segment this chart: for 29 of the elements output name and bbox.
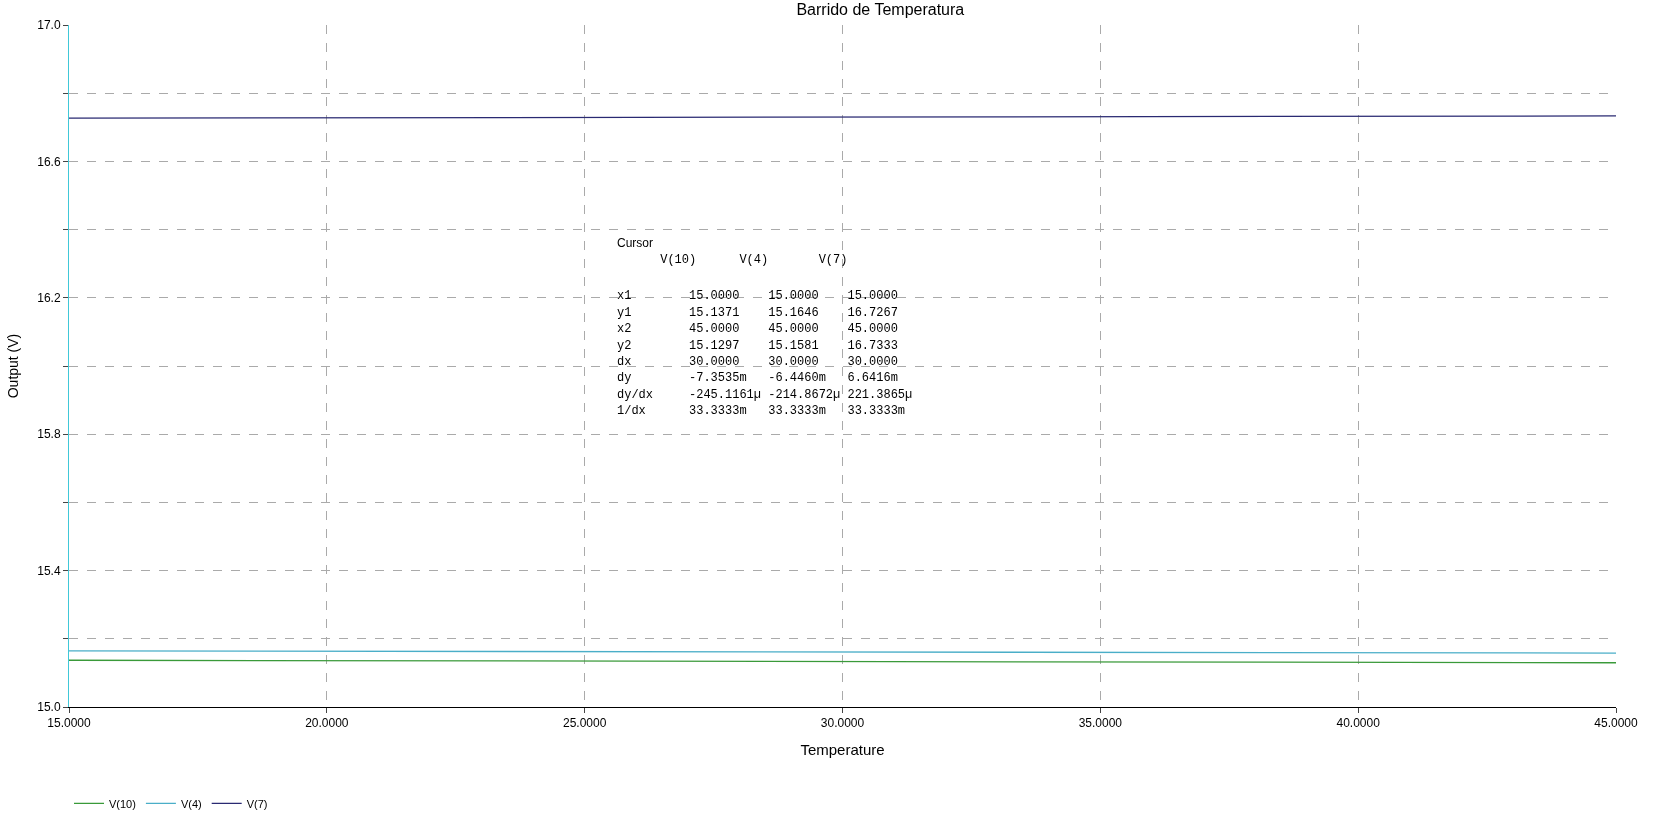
annotation: Cursor (617, 236, 654, 250)
x-tick-label: 30.0000 (820, 716, 865, 731)
annotation: y2 15.1297 15.1581 16.7333 (617, 339, 898, 353)
x-tick-label: 40.0000 (1336, 716, 1381, 731)
annotation: y1 15.1371 15.1646 16.7267 (617, 306, 898, 320)
x-tick-label: 45.0000 (1594, 716, 1639, 731)
legend-label: V(7) (246, 797, 268, 810)
x-tick-label: 20.0000 (305, 716, 349, 731)
x-axis-title: Temperature (800, 741, 885, 759)
y-tick-label: 15.4 (37, 563, 61, 578)
y-tick-label: 16.2 (37, 291, 61, 305)
annotation: 1/dx 33.3333m 33.3333m 33.3333m (617, 404, 906, 418)
x-tick-label: 25.0000 (562, 716, 607, 731)
legend-label: V(10) (109, 797, 136, 810)
chart-title: Barrido de Temperatura (796, 1, 965, 19)
y-tick-label: 15.0 (37, 700, 61, 715)
x-tick-label: 35.0000 (1078, 716, 1123, 731)
annotation: dy -7.3535m -6.4460m 6.6416m (617, 371, 898, 385)
annotation: x2 45.0000 45.0000 45.0000 (617, 322, 898, 336)
annotation: x1 15.0000 15.0000 15.0000 (617, 289, 898, 303)
y-tick-label: 15.8 (37, 427, 61, 442)
y-axis-title: Output (V) (4, 333, 21, 399)
annotation: dy/dx -245.1161µ -214.8672µ 221.3865µ (617, 388, 913, 402)
y-tick-label: 17.0 (37, 18, 61, 33)
legend-label: V(4) (180, 797, 202, 810)
annotation: V(10) V(4) V(7) (617, 253, 848, 267)
x-tick-label: 15.0000 (47, 716, 92, 731)
y-tick-label: 16.6 (37, 154, 61, 169)
annotation: dx 30.0000 30.0000 30.0000 (617, 355, 898, 369)
